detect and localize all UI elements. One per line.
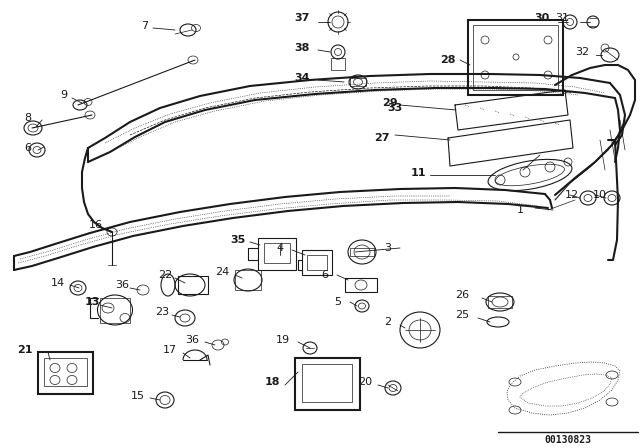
Bar [473,25,558,90]
Text: 11: 11 [410,168,426,178]
Text: 21: 21 [17,345,33,355]
Text: 37: 37 [294,13,310,23]
Bar [350,78,366,86]
Bar [258,238,296,270]
Text: 3: 3 [385,243,392,253]
Text: 36: 36 [115,280,129,290]
Text: 6: 6 [24,143,31,153]
Bar [345,278,377,292]
Bar [264,243,290,263]
Text: 36: 36 [185,335,199,345]
Text: 26: 26 [455,290,469,300]
Text: 9: 9 [60,90,68,100]
Text: 8: 8 [24,113,31,123]
Text: 4: 4 [276,243,284,253]
Text: 12: 12 [565,190,579,200]
Text: 33: 33 [387,103,403,113]
Bar [100,298,130,323]
Text: 15: 15 [131,391,145,401]
Text: 32: 32 [575,47,589,57]
Text: 31: 31 [555,13,569,23]
Text: 7: 7 [141,21,148,31]
Text: 17: 17 [163,345,177,355]
Text: 25: 25 [455,310,469,320]
Text: 18: 18 [264,377,280,387]
Text: 24: 24 [215,267,229,277]
Bar [350,248,374,256]
Bar [302,250,332,275]
Text: 1: 1 [516,205,524,215]
Text: 22: 22 [158,270,172,280]
Bar [302,364,352,402]
Text: 28: 28 [440,55,456,65]
Text: 34: 34 [294,73,310,83]
Bar [178,276,208,294]
Bar [295,358,360,410]
Bar [38,352,93,394]
Text: 6: 6 [321,270,328,280]
Text: 38: 38 [294,43,310,53]
Text: 14: 14 [51,278,65,288]
Text: 19: 19 [276,335,290,345]
Text: 5: 5 [335,297,342,307]
Text: 35: 35 [230,235,246,245]
Text: 30: 30 [534,13,550,23]
Text: 13: 13 [84,297,100,307]
Bar [235,270,261,290]
Text: 29: 29 [382,98,398,108]
Text: 23: 23 [155,307,169,317]
Text: 16: 16 [89,220,103,230]
Text: 00130823: 00130823 [545,435,591,445]
Text: 10: 10 [593,190,607,200]
Bar [307,255,327,270]
Text: 2: 2 [385,317,392,327]
Bar [468,20,563,95]
Bar [488,296,512,308]
Bar [331,58,345,70]
Text: 20: 20 [358,377,372,387]
Text: 27: 27 [374,133,390,143]
Bar [44,358,87,386]
